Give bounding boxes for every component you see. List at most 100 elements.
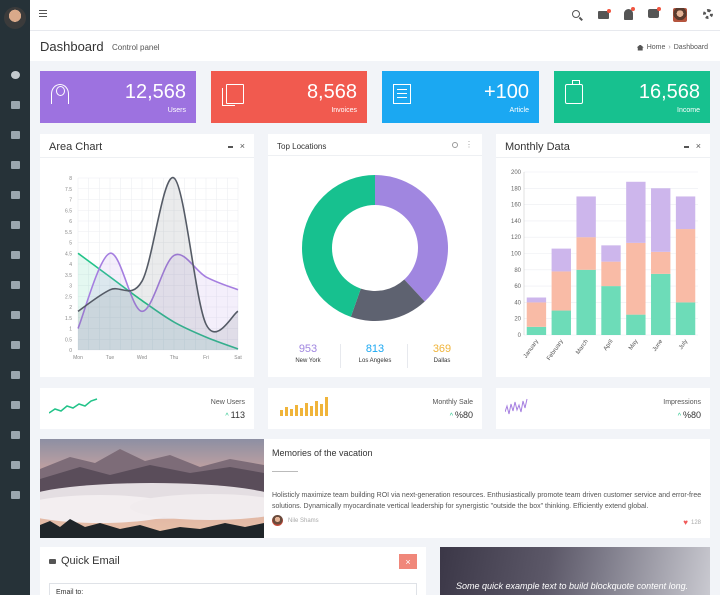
stat-value: 12,568: [124, 81, 186, 103]
y-tick-label: 2: [69, 305, 72, 311]
sidebar-item-ui[interactable]: [0, 240, 30, 270]
bell-icon[interactable]: [624, 7, 635, 20]
close-icon[interactable]: ×: [239, 141, 245, 151]
close-icon[interactable]: ×: [695, 141, 701, 151]
sidebar-item-dashboard[interactable]: [0, 60, 30, 90]
y-tick-label: 4.5: [65, 251, 72, 257]
bar-segment: [626, 314, 646, 335]
stat-article[interactable]: +100 Article: [382, 71, 539, 123]
series-line: [77, 177, 239, 333]
stat-value: 8,568: [306, 81, 357, 103]
top-locations-card: Top Locations ⋮ 953 New York 813 Los Ang…: [268, 134, 482, 377]
bar-segment: [601, 261, 621, 287]
impressions-sparkline: [505, 398, 528, 415]
y-tick-label: 100: [511, 252, 522, 258]
monthly-data-card: Monthly Data × 0 20 40 60 80 100 120 140 160 180 2…: [496, 134, 710, 377]
plug-icon: [10, 431, 20, 439]
minimize-icon[interactable]: [683, 146, 689, 148]
stat-income[interactable]: 16,568 Income: [554, 71, 710, 123]
likes-count[interactable]: ♥ 128: [683, 518, 701, 527]
y-tick-label: 5: [69, 241, 72, 247]
card-title: Area Chart: [49, 141, 103, 153]
mini-stat-value: ^ 113: [225, 410, 245, 420]
gear-icon[interactable]: [703, 9, 713, 19]
blog-title[interactable]: Memories of the vacation: [272, 448, 373, 458]
x-tick-label: Thu: [170, 355, 179, 361]
y-tick-label: 20: [514, 317, 521, 323]
quick-email-card: Quick Email × Email to:: [40, 547, 426, 595]
y-tick-label: 80: [514, 268, 521, 274]
breadcrumb-home[interactable]: Home: [646, 44, 666, 51]
y-tick-label: 6: [69, 219, 72, 225]
close-button[interactable]: ×: [399, 554, 417, 569]
stat-invoices[interactable]: 8,568 Invoices: [211, 71, 367, 123]
bar-segment: [526, 326, 547, 335]
sidebar-item-pages[interactable]: [0, 210, 30, 240]
sidebar-item-layout[interactable]: [0, 150, 30, 180]
hamburger-menu-icon[interactable]: [39, 10, 47, 17]
x-tick-label: May: [628, 339, 639, 352]
files-icon: [222, 84, 244, 106]
mail-icon[interactable]: [598, 9, 611, 19]
x-tick-label: Fri: [203, 355, 209, 361]
author-name: Nile Shams: [288, 517, 319, 524]
chat-icon[interactable]: [648, 7, 661, 18]
donut-slice: [302, 175, 375, 317]
stat-value: 16,568: [638, 81, 700, 103]
area-chart: 0 0.5 1 1.5 2 2.5 3 3.5 4 4.5 5 5.5 6 6.5 7 7.5 8 Mon Tue W…: [65, 176, 242, 361]
sidebar-item-share[interactable]: [0, 480, 30, 510]
y-tick-label: 6.5: [65, 208, 72, 214]
minimize-icon[interactable]: [227, 146, 233, 148]
refresh-icon[interactable]: [452, 142, 458, 148]
email-to-field[interactable]: Email to:: [49, 583, 417, 595]
location-dallas: 369 Dallas: [412, 343, 472, 364]
y-tick-label: 8: [69, 176, 72, 182]
stat-users[interactable]: 12,568 Users: [40, 71, 196, 123]
likes-number: 128: [690, 519, 701, 526]
y-tick-label: 2.5: [65, 294, 72, 300]
bar-segment: [526, 302, 547, 327]
mini-stat-new-users: New Users ^ 113: [40, 388, 254, 429]
sidebar-item-widgets[interactable]: [0, 420, 30, 450]
bar-segment: [576, 196, 596, 238]
sidebar-logo[interactable]: [0, 0, 30, 36]
sidebar-item-inbox[interactable]: [0, 360, 30, 390]
series-area: [78, 253, 238, 350]
sidebar-item-apps[interactable]: [0, 90, 30, 120]
sidebar-item-charts[interactable]: [0, 270, 30, 300]
stat-label: Users: [167, 107, 186, 114]
y-tick-label: 0.5: [65, 337, 72, 343]
series-area: [78, 177, 238, 350]
copy-icon: [10, 221, 20, 229]
sidebar-item-forms[interactable]: [0, 300, 30, 330]
profile-avatar[interactable]: [673, 8, 687, 22]
bar-segment: [551, 248, 571, 272]
blog-text: Holisticly maximize team building ROI vi…: [272, 492, 702, 510]
quick-email-label: Quick Email: [61, 555, 120, 567]
more-vertical-icon[interactable]: ⋮: [465, 140, 473, 149]
pie-chart-icon: [10, 281, 20, 289]
card-header: Top Locations ⋮: [268, 134, 482, 156]
y-tick-label: 7.5: [65, 187, 72, 193]
square-icon: [10, 251, 20, 259]
series-line: [77, 252, 239, 350]
grid-icon: [10, 101, 20, 109]
sidebar-item-menu[interactable]: [0, 180, 30, 210]
share-icon: [10, 491, 20, 499]
bar-segment: [551, 271, 571, 311]
sidebar-item-mailbox[interactable]: [0, 120, 30, 150]
breadcrumb-current: Dashboard: [673, 44, 708, 51]
user-avatar[interactable]: [4, 7, 26, 29]
bar-segment: [675, 229, 696, 303]
y-tick-label: 40: [514, 300, 521, 306]
sidebar-item-tables[interactable]: [0, 330, 30, 360]
sidebar-item-docs[interactable]: [0, 450, 30, 480]
blog-author[interactable]: Nile Shams: [272, 515, 319, 526]
briefcase-icon: [565, 80, 583, 104]
sidebar-item-maps[interactable]: [0, 390, 30, 420]
home-icon: [636, 44, 644, 51]
blog-photo[interactable]: [40, 439, 264, 538]
search-icon[interactable]: [572, 10, 580, 18]
y-tick-label: 180: [511, 186, 522, 192]
mini-stat-label: Monthly Sale: [432, 399, 473, 406]
